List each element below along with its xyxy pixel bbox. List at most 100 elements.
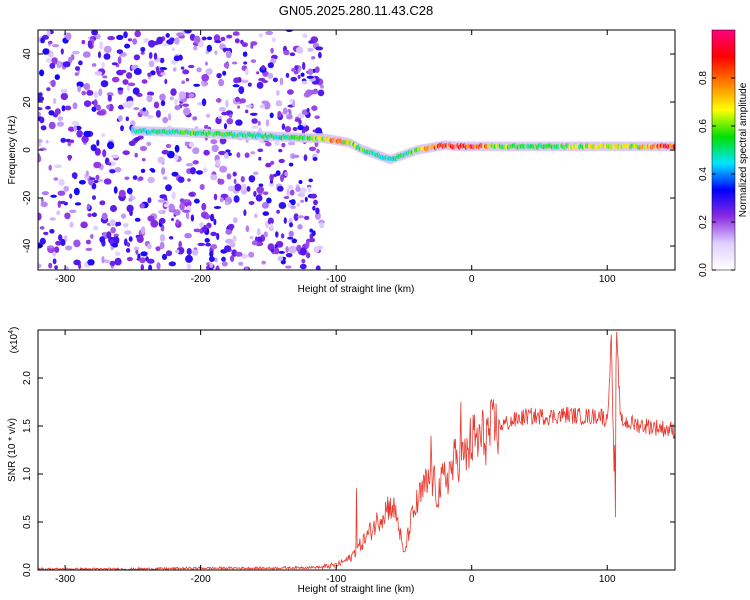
heatmap-cell — [210, 139, 218, 145]
heatmap-cell — [174, 37, 180, 45]
heatmap-cell — [99, 200, 106, 206]
heatmap-cell — [272, 77, 278, 83]
heatmap-cell — [60, 88, 68, 94]
heatmap-cell — [291, 67, 296, 72]
heatmap-cell — [147, 91, 155, 96]
heatmap-cell — [124, 230, 132, 235]
heatmap-cell — [64, 105, 72, 111]
heatmap-cell — [63, 185, 70, 192]
heatmap-cell — [187, 178, 191, 182]
heatmap-cell — [193, 228, 201, 233]
heatmap-cell — [289, 222, 293, 228]
heatmap-cell — [291, 238, 298, 244]
heatmap-cell — [132, 87, 140, 95]
heatmap-cell — [140, 264, 144, 270]
heatmap-cell — [209, 250, 214, 258]
heatmap-cell — [125, 116, 129, 122]
heatmap-cell — [76, 130, 83, 138]
heatmap-cell — [244, 267, 249, 270]
heatmap-cell — [161, 167, 166, 175]
heatmap-cell — [182, 209, 191, 213]
heatmap-cell — [251, 125, 259, 129]
heatmap-cell — [307, 47, 314, 52]
heatmap-cell — [269, 223, 274, 230]
heatmap-cell — [267, 62, 274, 69]
heatmap-cell — [153, 52, 158, 60]
heatmap-cell — [274, 247, 280, 255]
heatmap-cell — [126, 72, 133, 79]
heatmap-cell — [91, 106, 97, 112]
heatmap-cell — [301, 258, 306, 264]
heatmap-cell — [175, 219, 180, 226]
heatmap-cell — [235, 96, 240, 103]
heatmap-cell — [237, 105, 241, 109]
heatmap-cell — [188, 93, 195, 98]
heatmap-cell — [73, 125, 77, 132]
heatmap-cell — [118, 115, 123, 122]
colorbar-strip — [711, 29, 736, 271]
heatmap-cell — [117, 221, 122, 226]
heatmap-cell — [275, 231, 279, 238]
heatmap-cell — [38, 139, 43, 144]
heatmap-cell — [225, 229, 233, 235]
heatmap-cell — [116, 49, 124, 54]
heatmap-cell — [256, 81, 264, 89]
heatmap-cell — [98, 88, 103, 97]
colorbar-tick-label: 0.0 — [698, 263, 709, 277]
heatmap-cell — [176, 32, 184, 37]
heatmap-cell — [168, 203, 175, 212]
heatmap-cell — [91, 212, 97, 217]
snr-x-tick-label: -100 — [326, 574, 346, 585]
heatmap-cell — [257, 148, 264, 153]
heatmap-cell — [86, 203, 91, 210]
heatmap-cell — [204, 214, 210, 220]
heatmap-cell — [298, 119, 302, 125]
heatmap-cell — [101, 133, 105, 137]
heatmap-cell — [159, 234, 166, 242]
heatmap-y-tick-label: 0 — [22, 147, 33, 153]
heatmap-cell — [297, 124, 304, 131]
heatmap-cell — [123, 223, 129, 228]
heatmap-cell — [107, 36, 115, 41]
heatmap-cell — [285, 72, 290, 78]
heatmap-cell — [319, 222, 325, 229]
heatmap-cell — [206, 44, 212, 52]
heatmap-cell — [258, 33, 264, 38]
heatmap-cell — [159, 67, 168, 71]
heatmap-cell — [186, 263, 192, 270]
heatmap-cell — [278, 202, 287, 209]
heatmap-cell — [299, 263, 307, 270]
heatmap-cell — [49, 229, 55, 234]
heatmap-cell — [301, 80, 308, 85]
heatmap-cell — [103, 45, 112, 54]
heatmap-cell — [155, 110, 161, 118]
heatmap-cell — [240, 253, 248, 259]
heatmap-cell — [140, 251, 148, 257]
heatmap-cell — [235, 251, 243, 257]
heatmap-cell — [209, 213, 215, 222]
heatmap-cell — [267, 217, 274, 225]
heatmap-cell — [297, 224, 303, 230]
heatmap-cell — [225, 50, 232, 59]
heatmap-cell — [54, 164, 62, 169]
heatmap-cell — [285, 246, 289, 253]
heatmap-cell — [91, 30, 98, 36]
heatmap-x-tick-label: -100 — [326, 274, 346, 285]
heatmap-cell — [92, 195, 96, 201]
heatmap-cell — [69, 139, 75, 144]
heatmap-cell — [103, 259, 110, 264]
heatmap-cell — [72, 102, 78, 110]
heatmap-cell — [261, 202, 269, 209]
heatmap-cell — [69, 209, 77, 213]
heatmap-cell — [54, 108, 61, 115]
heatmap-cell — [106, 231, 112, 239]
heatmap-cell — [87, 40, 93, 49]
colorbar-tick-label: 0.6 — [698, 119, 709, 133]
heatmap-cell — [158, 209, 164, 214]
snr-x-ticks: -300 -200 -100 0 100 — [55, 330, 616, 585]
heatmap-cell — [132, 38, 138, 45]
heatmap-cell — [46, 87, 51, 91]
heatmap-cell — [300, 72, 305, 77]
heatmap-cell — [311, 105, 318, 111]
